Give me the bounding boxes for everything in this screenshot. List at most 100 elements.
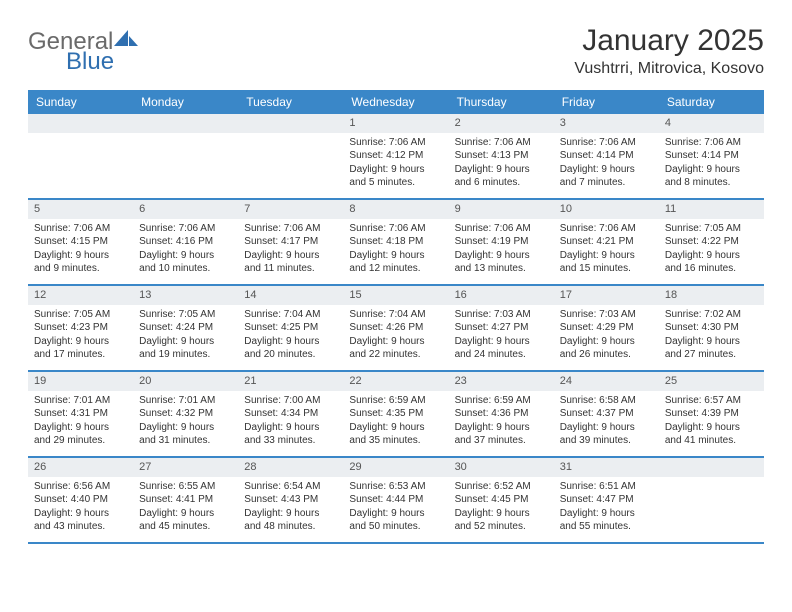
- day-body: Sunrise: 7:06 AMSunset: 4:18 PMDaylight:…: [343, 219, 448, 282]
- sunset-line: Sunset: 4:25 PM: [244, 321, 337, 335]
- empty-cell: [28, 114, 133, 198]
- daylight-line-1: Daylight: 9 hours: [139, 335, 232, 349]
- daylight-line-1: Daylight: 9 hours: [349, 249, 442, 263]
- daylight-line-2: and 37 minutes.: [455, 434, 548, 448]
- daylight-line-1: Daylight: 9 hours: [560, 163, 653, 177]
- sunrise-line: Sunrise: 7:06 AM: [34, 222, 127, 236]
- day-cell: 19Sunrise: 7:01 AMSunset: 4:31 PMDayligh…: [28, 372, 133, 456]
- day-body: Sunrise: 7:05 AMSunset: 4:22 PMDaylight:…: [659, 219, 764, 282]
- daylight-line-1: Daylight: 9 hours: [665, 335, 758, 349]
- daylight-line-2: and 24 minutes.: [455, 348, 548, 362]
- daylight-line-1: Daylight: 9 hours: [349, 507, 442, 521]
- sunrise-line: Sunrise: 7:05 AM: [139, 308, 232, 322]
- sunset-line: Sunset: 4:14 PM: [665, 149, 758, 163]
- day-body: Sunrise: 7:06 AMSunset: 4:17 PMDaylight:…: [238, 219, 343, 282]
- day-cell: 24Sunrise: 6:58 AMSunset: 4:37 PMDayligh…: [554, 372, 659, 456]
- day-body: Sunrise: 6:59 AMSunset: 4:35 PMDaylight:…: [343, 391, 448, 454]
- sunset-line: Sunset: 4:23 PM: [34, 321, 127, 335]
- day-body: Sunrise: 7:03 AMSunset: 4:29 PMDaylight:…: [554, 305, 659, 368]
- daylight-line-2: and 15 minutes.: [560, 262, 653, 276]
- day-cell: 12Sunrise: 7:05 AMSunset: 4:23 PMDayligh…: [28, 286, 133, 370]
- sunrise-line: Sunrise: 7:05 AM: [34, 308, 127, 322]
- day-body: Sunrise: 6:58 AMSunset: 4:37 PMDaylight:…: [554, 391, 659, 454]
- day-cell: 1Sunrise: 7:06 AMSunset: 4:12 PMDaylight…: [343, 114, 448, 198]
- sunset-line: Sunset: 4:29 PM: [560, 321, 653, 335]
- sunrise-line: Sunrise: 6:55 AM: [139, 480, 232, 494]
- daylight-line-2: and 26 minutes.: [560, 348, 653, 362]
- day-cell: 18Sunrise: 7:02 AMSunset: 4:30 PMDayligh…: [659, 286, 764, 370]
- sunrise-line: Sunrise: 6:51 AM: [560, 480, 653, 494]
- daylight-line-1: Daylight: 9 hours: [244, 249, 337, 263]
- day-body: Sunrise: 7:05 AMSunset: 4:24 PMDaylight:…: [133, 305, 238, 368]
- day-cell: 10Sunrise: 7:06 AMSunset: 4:21 PMDayligh…: [554, 200, 659, 284]
- daylight-line-1: Daylight: 9 hours: [560, 421, 653, 435]
- day-number: 8: [343, 200, 448, 219]
- day-body: Sunrise: 6:57 AMSunset: 4:39 PMDaylight:…: [659, 391, 764, 454]
- daylight-line-1: Daylight: 9 hours: [665, 163, 758, 177]
- day-body: Sunrise: 6:56 AMSunset: 4:40 PMDaylight:…: [28, 477, 133, 540]
- sunset-line: Sunset: 4:15 PM: [34, 235, 127, 249]
- sunset-line: Sunset: 4:31 PM: [34, 407, 127, 421]
- daylight-line-1: Daylight: 9 hours: [349, 421, 442, 435]
- day-number: 28: [238, 458, 343, 477]
- day-number: 29: [343, 458, 448, 477]
- weekday-header: Monday: [133, 90, 238, 114]
- month-title: January 2025: [574, 24, 764, 58]
- weeks-container: 1Sunrise: 7:06 AMSunset: 4:12 PMDaylight…: [28, 114, 764, 544]
- daylight-line-2: and 12 minutes.: [349, 262, 442, 276]
- sunrise-line: Sunrise: 6:53 AM: [349, 480, 442, 494]
- day-body: Sunrise: 7:00 AMSunset: 4:34 PMDaylight:…: [238, 391, 343, 454]
- sail-icon: [114, 30, 140, 53]
- sunrise-line: Sunrise: 7:06 AM: [455, 222, 548, 236]
- empty-cell: [659, 458, 764, 542]
- daylight-line-2: and 48 minutes.: [244, 520, 337, 534]
- day-body: Sunrise: 7:04 AMSunset: 4:26 PMDaylight:…: [343, 305, 448, 368]
- daylight-line-1: Daylight: 9 hours: [139, 421, 232, 435]
- daylight-line-1: Daylight: 9 hours: [34, 249, 127, 263]
- sunset-line: Sunset: 4:39 PM: [665, 407, 758, 421]
- sunset-line: Sunset: 4:40 PM: [34, 493, 127, 507]
- daylight-line-1: Daylight: 9 hours: [455, 507, 548, 521]
- day-cell: 9Sunrise: 7:06 AMSunset: 4:19 PMDaylight…: [449, 200, 554, 284]
- daylight-line-2: and 6 minutes.: [455, 176, 548, 190]
- daylight-line-1: Daylight: 9 hours: [560, 335, 653, 349]
- day-number: 17: [554, 286, 659, 305]
- day-body: Sunrise: 7:04 AMSunset: 4:25 PMDaylight:…: [238, 305, 343, 368]
- sunset-line: Sunset: 4:35 PM: [349, 407, 442, 421]
- sunrise-line: Sunrise: 7:01 AM: [34, 394, 127, 408]
- day-body: Sunrise: 7:06 AMSunset: 4:16 PMDaylight:…: [133, 219, 238, 282]
- daylight-line-2: and 52 minutes.: [455, 520, 548, 534]
- day-body: Sunrise: 6:55 AMSunset: 4:41 PMDaylight:…: [133, 477, 238, 540]
- daylight-line-1: Daylight: 9 hours: [560, 249, 653, 263]
- daylight-line-1: Daylight: 9 hours: [244, 421, 337, 435]
- sunset-line: Sunset: 4:18 PM: [349, 235, 442, 249]
- sunrise-line: Sunrise: 7:04 AM: [244, 308, 337, 322]
- day-cell: 15Sunrise: 7:04 AMSunset: 4:26 PMDayligh…: [343, 286, 448, 370]
- sunrise-line: Sunrise: 7:01 AM: [139, 394, 232, 408]
- day-body: Sunrise: 7:06 AMSunset: 4:21 PMDaylight:…: [554, 219, 659, 282]
- daylight-line-2: and 11 minutes.: [244, 262, 337, 276]
- daylight-line-2: and 31 minutes.: [139, 434, 232, 448]
- sunrise-line: Sunrise: 7:06 AM: [455, 136, 548, 150]
- sunset-line: Sunset: 4:21 PM: [560, 235, 653, 249]
- empty-cell: [238, 114, 343, 198]
- day-number: 31: [554, 458, 659, 477]
- day-body: Sunrise: 7:06 AMSunset: 4:19 PMDaylight:…: [449, 219, 554, 282]
- day-cell: 20Sunrise: 7:01 AMSunset: 4:32 PMDayligh…: [133, 372, 238, 456]
- day-body: Sunrise: 7:01 AMSunset: 4:31 PMDaylight:…: [28, 391, 133, 454]
- sunset-line: Sunset: 4:17 PM: [244, 235, 337, 249]
- sunrise-line: Sunrise: 6:54 AM: [244, 480, 337, 494]
- daylight-line-2: and 50 minutes.: [349, 520, 442, 534]
- sunset-line: Sunset: 4:26 PM: [349, 321, 442, 335]
- day-body: Sunrise: 7:05 AMSunset: 4:23 PMDaylight:…: [28, 305, 133, 368]
- day-number: 2: [449, 114, 554, 133]
- weekday-header-row: SundayMondayTuesdayWednesdayThursdayFrid…: [28, 90, 764, 114]
- calendar-grid: SundayMondayTuesdayWednesdayThursdayFrid…: [28, 90, 764, 544]
- sunset-line: Sunset: 4:19 PM: [455, 235, 548, 249]
- sunrise-line: Sunrise: 7:06 AM: [244, 222, 337, 236]
- day-body: Sunrise: 7:06 AMSunset: 4:14 PMDaylight:…: [554, 133, 659, 196]
- weekday-header: Saturday: [659, 90, 764, 114]
- day-body: Sunrise: 7:02 AMSunset: 4:30 PMDaylight:…: [659, 305, 764, 368]
- daylight-line-1: Daylight: 9 hours: [139, 249, 232, 263]
- weekday-header: Sunday: [28, 90, 133, 114]
